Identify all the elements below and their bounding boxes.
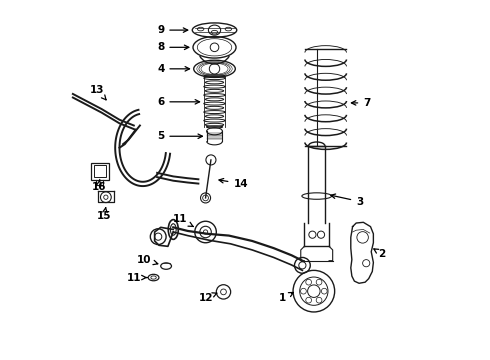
Text: 11: 11 [173,215,193,226]
Text: 11: 11 [126,273,147,283]
FancyBboxPatch shape [94,165,105,177]
Text: 5: 5 [157,131,202,141]
Text: 9: 9 [157,25,188,35]
Text: 8: 8 [157,42,189,52]
Text: 3: 3 [331,194,364,207]
Text: 4: 4 [157,64,190,74]
Text: 1: 1 [279,292,294,303]
Text: 6: 6 [157,97,199,107]
Text: 12: 12 [199,293,217,303]
Text: 13: 13 [90,85,106,100]
Text: 7: 7 [351,98,370,108]
Text: 14: 14 [219,179,248,189]
Text: 10: 10 [137,255,158,265]
Text: 15: 15 [97,208,112,221]
Text: 2: 2 [374,248,385,258]
Text: 16: 16 [92,179,106,192]
